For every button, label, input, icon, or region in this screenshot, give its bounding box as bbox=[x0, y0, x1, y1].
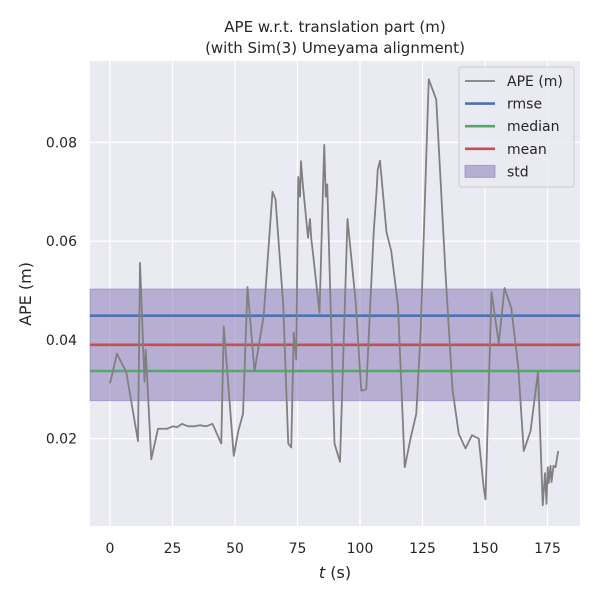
x-tick-label: 25 bbox=[164, 541, 182, 557]
legend: APE (m) rmse median mean std bbox=[458, 66, 575, 188]
y-tick-label: 0.04 bbox=[46, 333, 77, 349]
y-axis-label: APE (m) bbox=[16, 262, 35, 326]
legend-label-std: std bbox=[507, 164, 529, 180]
x-tick-labels: 0 25 50 75 100 125 150 175 bbox=[106, 541, 561, 557]
chart-title-line2: (with Sim(3) Umeyama alignment) bbox=[205, 39, 465, 57]
x-tick-label: 100 bbox=[347, 541, 374, 557]
y-tick-label: 0.08 bbox=[46, 135, 77, 151]
x-tick-label: 175 bbox=[534, 541, 561, 557]
x-axis-variable: t bbox=[319, 563, 326, 582]
x-tick-label: 0 bbox=[106, 541, 115, 557]
x-tick-label: 50 bbox=[226, 541, 244, 557]
x-tick-label: 75 bbox=[289, 541, 307, 557]
chart-title-line1: APE w.r.t. translation part (m) bbox=[224, 18, 445, 36]
x-axis-label: t (s) bbox=[319, 563, 351, 582]
x-tick-label: 150 bbox=[472, 541, 499, 557]
legend-label-median: median bbox=[507, 119, 559, 135]
ape-series-line bbox=[109, 78, 560, 507]
legend-label-mean: mean bbox=[507, 142, 547, 158]
x-axis-unit: (s) bbox=[325, 563, 351, 582]
legend-swatch-std bbox=[464, 164, 496, 178]
x-tick-label: 125 bbox=[409, 541, 436, 557]
y-tick-labels: 0.02 0.04 0.06 0.08 bbox=[46, 135, 77, 447]
y-tick-label: 0.06 bbox=[46, 234, 77, 250]
legend-box bbox=[458, 66, 575, 188]
legend-label-ape-m: APE (m) bbox=[507, 74, 563, 90]
legend-label-rmse: rmse bbox=[507, 97, 542, 113]
y-tick-label: 0.02 bbox=[46, 432, 77, 448]
